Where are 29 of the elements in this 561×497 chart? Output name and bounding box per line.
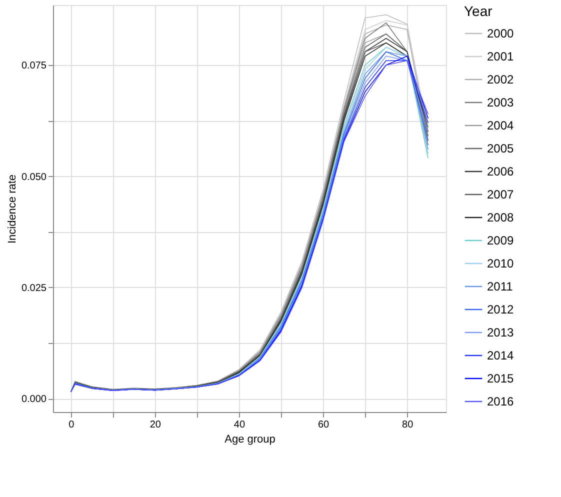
x-tick-label: 0 bbox=[68, 420, 75, 430]
legend-title: Year bbox=[464, 3, 493, 19]
legend-label: 2001 bbox=[487, 50, 514, 64]
x-tick-label: 60 bbox=[318, 420, 330, 430]
legend-label: 2011 bbox=[487, 280, 514, 294]
legend-label: 2007 bbox=[487, 188, 514, 202]
x-tick-label: 20 bbox=[150, 420, 162, 430]
legend-label: 2015 bbox=[487, 372, 514, 386]
legend-label: 2010 bbox=[487, 256, 514, 270]
y-tick-label: 0.050 bbox=[21, 172, 47, 183]
legend-label: 2003 bbox=[487, 96, 514, 110]
legend-label: 2000 bbox=[487, 26, 514, 40]
legend-label: 2014 bbox=[487, 348, 514, 362]
y-axis-title: Incidence rate bbox=[6, 174, 18, 244]
x-tick-label: 80 bbox=[402, 420, 414, 430]
legend-label: 2006 bbox=[487, 164, 514, 178]
legend-label: 2002 bbox=[487, 72, 514, 86]
legend-label: 2008 bbox=[487, 210, 514, 224]
y-tick-label: 0.075 bbox=[21, 60, 47, 72]
x-tick-label: 40 bbox=[234, 420, 246, 430]
x-axis-title: Age group bbox=[224, 434, 276, 446]
y-tick-label: 0.000 bbox=[21, 394, 47, 406]
legend-label: 2012 bbox=[487, 302, 514, 316]
y-tick-label: 0.025 bbox=[21, 282, 47, 294]
legend-label: 2016 bbox=[487, 394, 514, 408]
legend-label: 2004 bbox=[487, 118, 514, 132]
legend-label: 2013 bbox=[487, 326, 514, 340]
legend-label: 2005 bbox=[487, 142, 514, 156]
legend-label: 2009 bbox=[487, 234, 514, 248]
